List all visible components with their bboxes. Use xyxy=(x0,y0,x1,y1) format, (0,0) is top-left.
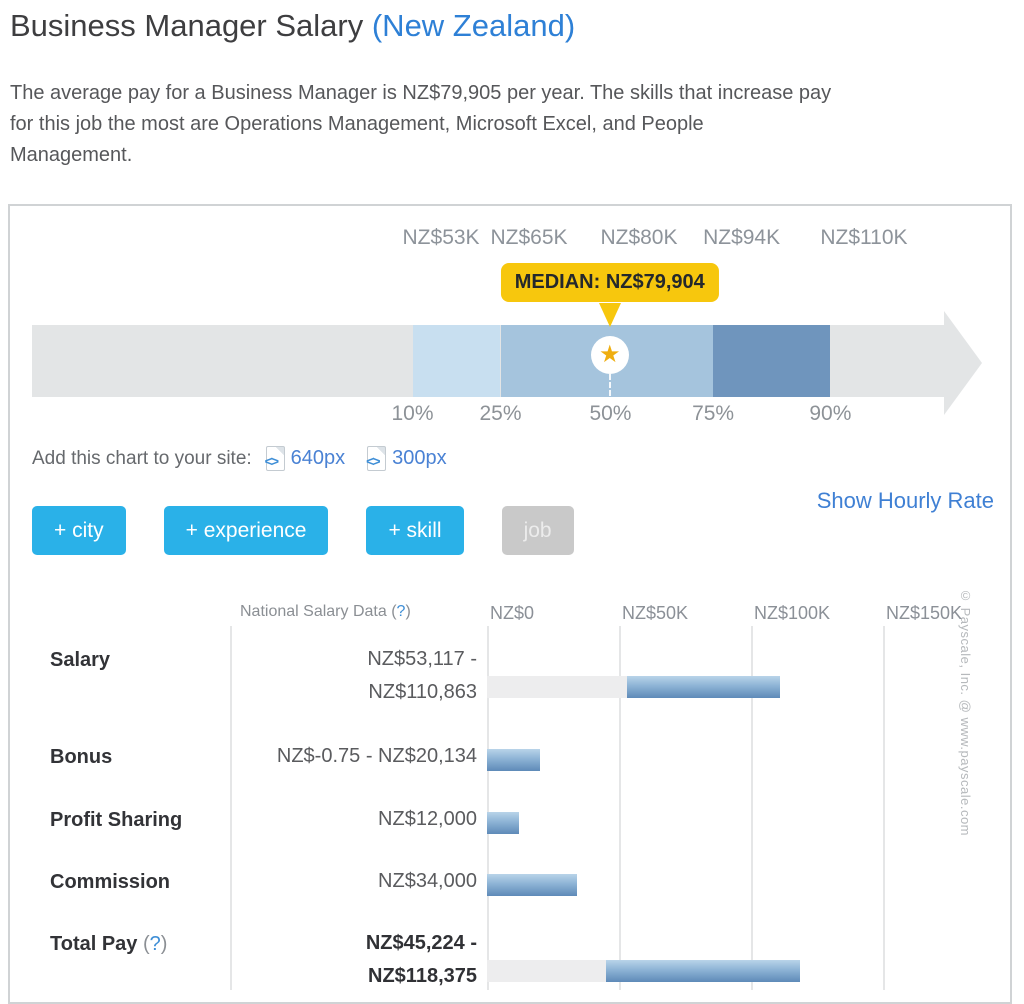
page-title-region[interactable]: (New Zealand) xyxy=(371,8,576,43)
median-callout: MEDIAN: NZ$79,904 xyxy=(500,263,719,302)
bar-track-total-pay xyxy=(487,960,607,982)
median-dashed-line xyxy=(608,374,611,396)
add-city-button[interactable]: + city xyxy=(32,506,126,555)
gridline-nz-100k xyxy=(751,626,753,990)
arrow-head xyxy=(944,311,982,415)
percentile-pct-label-25: 25% xyxy=(479,402,522,425)
gridline-nz-50k xyxy=(619,626,621,990)
percentile-value-label-nz-65k: NZ$65K xyxy=(490,226,568,249)
median-star-icon: ★ xyxy=(590,336,629,374)
help-icon[interactable]: (?) xyxy=(391,603,411,620)
axis-tick-label-nz-0: NZ$0 xyxy=(490,603,535,623)
watermark: © Payscale, Inc. @ www.payscale.com xyxy=(958,588,973,836)
axis-tick-label-nz-150k: NZ$150K xyxy=(886,603,963,623)
row-value-profit-sharing: NZ$12,000 xyxy=(378,808,477,830)
embed-item-300px: 300px xyxy=(366,446,447,471)
arrow-body xyxy=(32,325,944,397)
salary-chart-panel: MEDIAN: NZ$79,904 ★ NZ$53K 10% NZ$65K 25% NZ… xyxy=(8,204,1012,1004)
table-header: National Salary Data (?) xyxy=(240,603,411,621)
national-salary-chart: National Salary Data (?) © Payscale, Inc… xyxy=(10,206,1010,1002)
embed-size-link-640px[interactable]: 640px xyxy=(290,447,346,469)
row-label-profit-sharing: Profit Sharing xyxy=(50,809,183,831)
percentile-value-label-nz-80k: NZ$80K xyxy=(600,226,678,249)
embed-size-link-300px[interactable]: 300px xyxy=(392,447,447,469)
page-title-main: Business Manager Salary xyxy=(10,8,364,43)
bar-salary xyxy=(627,676,780,698)
intro-line: for this job the most are Operations Man… xyxy=(10,113,704,135)
percentile-pct-label-10: 10% xyxy=(391,402,434,425)
embed-links: 640px 300px xyxy=(265,446,447,471)
percentile-pct-label-50: 50% xyxy=(589,402,632,425)
row-value-commission: NZ$34,000 xyxy=(378,870,477,892)
bar-commission xyxy=(487,874,577,896)
row-label-total-pay: Total Pay (?) xyxy=(50,933,168,955)
filter-button-row: + city + experience + skill job xyxy=(32,506,574,555)
gridline-nz-150k xyxy=(883,626,885,990)
help-icon[interactable]: (?) xyxy=(143,933,168,955)
intro-paragraph: The average pay for a Business Manager i… xyxy=(10,78,1015,171)
bar-track-salary xyxy=(487,676,628,698)
add-skill-button[interactable]: + skill xyxy=(366,506,464,555)
median-callout-pointer xyxy=(598,303,621,327)
row-label-commission: Commission xyxy=(50,871,171,893)
axis-tick-label-nz-100k: NZ$100K xyxy=(754,603,831,623)
row-value-salary: NZ$53,117 - NZ$110,863 xyxy=(367,648,477,703)
column-separator xyxy=(230,626,232,990)
bar-profit-sharing xyxy=(487,812,519,834)
percentile-value-label-nz-53k: NZ$53K xyxy=(402,226,480,249)
percentile-pct-label-90: 90% xyxy=(809,402,852,425)
show-hourly-rate-link[interactable]: Show Hourly Rate xyxy=(816,488,994,513)
row-label-bonus: Bonus xyxy=(50,746,113,768)
row-label-salary: Salary xyxy=(50,649,111,671)
row-value-total-pay: NZ$45,224 - NZ$118,375 xyxy=(365,932,477,987)
arrow-segment-2 xyxy=(713,325,831,397)
percentile-pct-label-75: 75% xyxy=(692,402,735,425)
intro-line: Management. xyxy=(10,144,133,166)
embed-row: Add this chart to your site: 640px 300px xyxy=(32,446,447,471)
gridline-nz-0 xyxy=(487,626,489,990)
row-value-bonus: NZ$-0.75 - NZ$20,134 xyxy=(276,745,477,767)
percentile-value-label-nz-110k: NZ$110K xyxy=(820,226,908,249)
bar-bonus xyxy=(487,749,541,771)
add-experience-button[interactable]: + experience xyxy=(163,506,329,555)
axis-tick-label-nz-50k: NZ$50K xyxy=(622,603,689,623)
embed-item-640px: 640px xyxy=(265,446,346,471)
intro-line: The average pay for a Business Manager i… xyxy=(10,82,832,104)
embed-label: Add this chart to your site: xyxy=(32,447,252,469)
job-button: job xyxy=(501,506,574,555)
percentile-value-label-nz-94k: NZ$94K xyxy=(703,226,781,249)
percentile-arrow-chart: MEDIAN: NZ$79,904 ★ NZ$53K 10% NZ$65K 25% NZ… xyxy=(10,206,1010,436)
embed-code-icon xyxy=(366,446,387,471)
arrow-segment-0 xyxy=(412,325,501,397)
embed-code-icon xyxy=(265,446,285,471)
page-title: Business Manager Salary (New Zealand) xyxy=(10,8,575,44)
table-header-label: National Salary Data xyxy=(240,603,387,620)
bar-total-pay xyxy=(606,960,800,982)
